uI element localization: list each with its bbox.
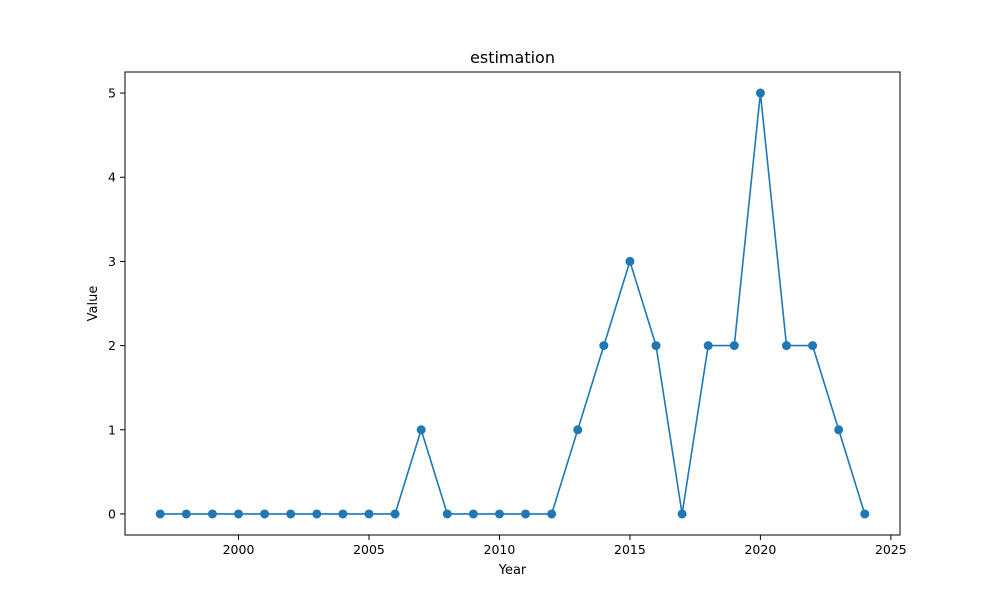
data-point (364, 509, 374, 519)
plot-area (155, 88, 870, 519)
x-axis: 2000 2005 2010 2015 2020 2025 (223, 535, 907, 557)
data-point (677, 509, 687, 519)
data-point (625, 256, 635, 266)
x-tick-label: 2020 (744, 542, 776, 557)
data-point (808, 341, 818, 351)
x-tick-label: 2025 (875, 542, 907, 557)
y-axis: 0 1 2 3 4 5 (108, 86, 125, 521)
data-point (181, 509, 191, 519)
x-tick-label: 2000 (223, 542, 255, 557)
data-point (260, 509, 270, 519)
series-line (160, 92, 866, 515)
data-point (703, 341, 713, 351)
data-point (755, 88, 765, 98)
data-point (338, 509, 348, 519)
data-point (416, 425, 426, 435)
data-point (390, 509, 400, 519)
data-point (651, 341, 661, 351)
data-point (494, 509, 504, 519)
y-tick-label: 3 (108, 254, 116, 269)
chart-title: estimation (470, 48, 555, 67)
y-tick-label: 1 (108, 422, 116, 437)
y-tick-label: 0 (108, 506, 116, 521)
data-point (155, 509, 165, 519)
y-axis-label: Value (86, 286, 101, 322)
data-point (286, 509, 296, 519)
data-point (781, 341, 791, 351)
axes-frame (124, 71, 901, 536)
data-point (573, 425, 583, 435)
y-tick-label: 4 (108, 170, 116, 185)
data-point (521, 509, 531, 519)
data-point (468, 509, 478, 519)
y-tick-label: 5 (108, 86, 116, 101)
y-tick-label: 2 (108, 338, 116, 353)
data-point (312, 509, 322, 519)
data-point (234, 509, 244, 519)
data-point (599, 341, 609, 351)
data-point (207, 509, 217, 519)
x-tick-label: 2010 (484, 542, 516, 557)
x-axis-label: Year (498, 563, 527, 578)
data-point (834, 425, 844, 435)
data-point (729, 341, 739, 351)
data-point (442, 509, 452, 519)
data-point (547, 509, 557, 519)
data-point (860, 509, 870, 519)
x-tick-label: 2005 (353, 542, 385, 557)
x-tick-label: 2015 (614, 542, 646, 557)
